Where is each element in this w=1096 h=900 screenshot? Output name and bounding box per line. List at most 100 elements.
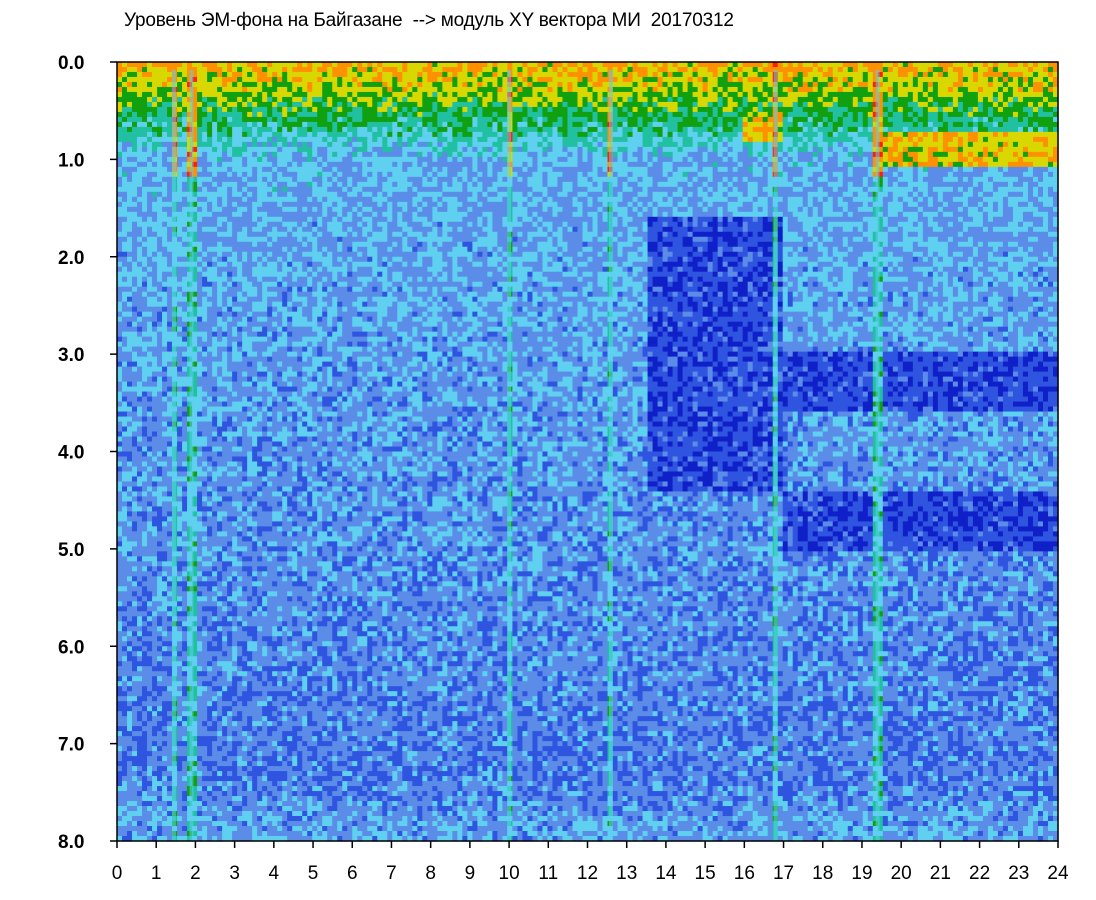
heatmap-cell [462,191,468,198]
heatmap-cell [327,131,333,138]
heatmap-cell [982,181,989,188]
heatmap-cell [1022,121,1029,128]
heatmap-cell [767,121,774,128]
heatmap-cell [1002,171,1009,178]
heatmap-cell [547,96,554,103]
heatmap-cell [822,131,829,138]
heatmap-cell [492,121,499,128]
heatmap-cell [307,161,313,168]
heatmap-cell [447,62,453,68]
heatmap-cell [547,121,554,128]
heatmap-cell [357,151,363,158]
heatmap-cell [397,151,403,158]
heatmap-cell [977,146,984,153]
heatmap-cell [297,111,303,118]
heatmap-cell [912,91,919,98]
heatmap-cell [732,76,739,83]
heatmap-cell [877,91,884,98]
heatmap-cell [622,76,629,83]
heatmap-cell [282,181,288,188]
heatmap-cell [142,146,148,153]
heatmap-cell [952,181,959,188]
heatmap-cell [127,101,133,108]
heatmap-cell [517,136,524,143]
heatmap-cell [502,126,509,133]
heatmap-cell [152,81,158,88]
heatmap-cell [727,131,734,138]
heatmap-cell [587,151,594,158]
heatmap-cell [1032,181,1039,188]
heatmap-cell [387,81,393,88]
heatmap-cell [692,81,699,88]
heatmap-cell [512,116,519,123]
heatmap-cell [792,176,799,183]
heatmap-cell [372,121,378,128]
heatmap-cell [887,131,894,138]
heatmap-cell [422,126,428,133]
heatmap-cell [237,126,243,133]
heatmap-cell [517,176,524,183]
heatmap-cell [182,126,188,133]
heatmap-cell [267,121,273,128]
heatmap-cell [302,186,308,193]
heatmap-cell [712,71,719,78]
heatmap-cell [737,161,744,168]
heatmap-cell [177,131,183,138]
heatmap-cell [237,191,243,198]
heatmap-cell [822,161,829,168]
heatmap-cell [667,121,674,128]
heatmap-cell [927,171,934,178]
heatmap-cell [837,62,844,68]
heatmap-cell [512,136,519,143]
heatmap-cell [412,191,418,198]
heatmap-cell [797,116,804,123]
heatmap-cell [737,176,744,183]
heatmap-cell [127,71,133,78]
heatmap-cell [282,76,288,83]
heatmap-cell [1037,166,1044,173]
heatmap-cell [142,191,148,198]
heatmap-cell [452,66,458,73]
heatmap-cell [642,126,649,133]
heatmap-cell [742,166,749,173]
heatmap-cell [412,71,418,78]
heatmap-cell [602,106,609,113]
heatmap-cell [602,71,609,78]
heatmap-cell [307,181,313,188]
heatmap-cell [442,146,448,153]
heatmap-cell [532,126,539,133]
heatmap-cell [137,146,143,153]
heatmap-cell [487,166,493,173]
heatmap-cell [122,91,128,98]
heatmap-cell [382,161,388,168]
heatmap-cell [517,71,524,78]
heatmap-cell [247,191,253,198]
heatmap-cell [582,166,589,173]
heatmap-cell [257,126,263,133]
heatmap-cell [162,76,168,83]
heatmap-cell [657,91,664,98]
heatmap-cell [207,191,213,198]
heatmap-cell [647,146,654,153]
heatmap-cell [1037,101,1044,108]
heatmap-cell [422,111,428,118]
heatmap-cell [452,181,458,188]
heatmap-cell [342,96,348,103]
heatmap-cell [602,176,609,183]
heatmap-cell [282,81,288,88]
heatmap-cell [202,146,208,153]
heatmap-cell [387,86,393,93]
heatmap-cell [272,66,278,73]
heatmap-cell [632,146,639,153]
heatmap-cell [572,151,579,158]
heatmap-cell [572,146,579,153]
heatmap-cell [697,146,704,153]
heatmap-cell [242,81,248,88]
heatmap-cell [452,101,458,108]
heatmap-cell [997,111,1004,118]
heatmap-cell [267,76,273,83]
heatmap-cell [567,101,574,108]
heatmap-cell [152,111,158,118]
heatmap-cell [712,146,719,153]
heatmap-cell [607,66,614,73]
